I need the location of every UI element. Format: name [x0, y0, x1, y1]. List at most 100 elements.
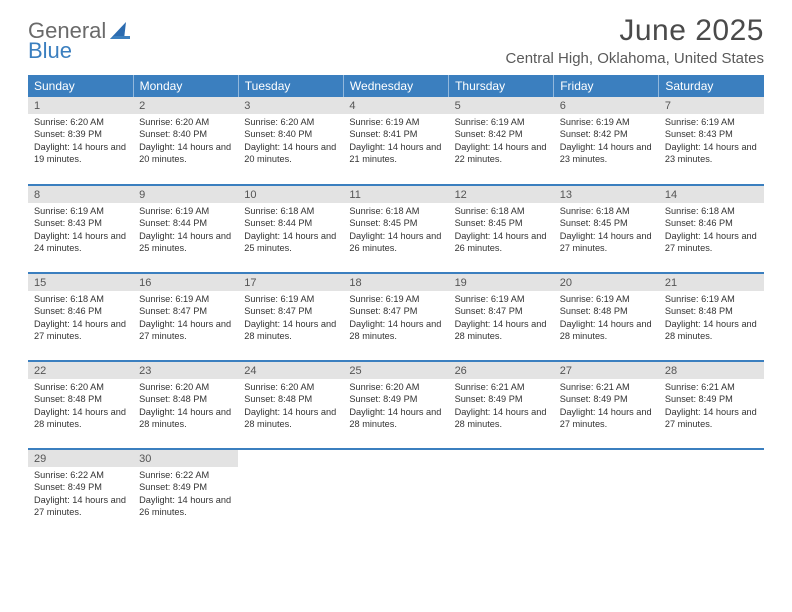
daylight-line: Daylight: 14 hours and 21 minutes.	[349, 141, 442, 166]
calendar-cell: 1Sunrise: 6:20 AMSunset: 8:39 PMDaylight…	[28, 97, 133, 185]
day-number: 21	[659, 274, 764, 291]
sunset-line: Sunset: 8:48 PM	[139, 393, 232, 405]
day-number: 25	[343, 362, 448, 379]
sail-icon	[110, 22, 130, 40]
sunset-line: Sunset: 8:40 PM	[139, 128, 232, 140]
day-number: 5	[449, 97, 554, 114]
title-block: June 2025 Central High, Oklahoma, United…	[506, 14, 764, 67]
sunrise-line: Sunrise: 6:19 AM	[455, 116, 548, 128]
sunset-line: Sunset: 8:49 PM	[139, 481, 232, 493]
day-body: Sunrise: 6:19 AMSunset: 8:47 PMDaylight:…	[343, 291, 448, 347]
daylight-line: Daylight: 14 hours and 27 minutes.	[139, 318, 232, 343]
sunrise-line: Sunrise: 6:19 AM	[349, 293, 442, 305]
daylight-line: Daylight: 14 hours and 28 minutes.	[349, 318, 442, 343]
sunrise-line: Sunrise: 6:19 AM	[244, 293, 337, 305]
daylight-line: Daylight: 14 hours and 25 minutes.	[244, 230, 337, 255]
sunset-line: Sunset: 8:47 PM	[455, 305, 548, 317]
calendar-row: 29Sunrise: 6:22 AMSunset: 8:49 PMDayligh…	[28, 449, 764, 537]
header: General Blue June 2025 Central High, Okl…	[28, 14, 764, 67]
sunset-line: Sunset: 8:47 PM	[349, 305, 442, 317]
day-number: 3	[238, 97, 343, 114]
sunset-line: Sunset: 8:41 PM	[349, 128, 442, 140]
calendar-row: 8Sunrise: 6:19 AMSunset: 8:43 PMDaylight…	[28, 185, 764, 273]
calendar-cell: 2Sunrise: 6:20 AMSunset: 8:40 PMDaylight…	[133, 97, 238, 185]
calendar-cell: 17Sunrise: 6:19 AMSunset: 8:47 PMDayligh…	[238, 273, 343, 361]
logo: General Blue	[28, 14, 130, 62]
sunrise-line: Sunrise: 6:19 AM	[349, 116, 442, 128]
sunset-line: Sunset: 8:48 PM	[34, 393, 127, 405]
calendar-row: 1Sunrise: 6:20 AMSunset: 8:39 PMDaylight…	[28, 97, 764, 185]
sunset-line: Sunset: 8:49 PM	[34, 481, 127, 493]
calendar-cell: 10Sunrise: 6:18 AMSunset: 8:44 PMDayligh…	[238, 185, 343, 273]
day-number: 15	[28, 274, 133, 291]
calendar-cell: 24Sunrise: 6:20 AMSunset: 8:48 PMDayligh…	[238, 361, 343, 449]
sunrise-line: Sunrise: 6:18 AM	[455, 205, 548, 217]
calendar-row: 15Sunrise: 6:18 AMSunset: 8:46 PMDayligh…	[28, 273, 764, 361]
sunset-line: Sunset: 8:43 PM	[665, 128, 758, 140]
day-body: Sunrise: 6:19 AMSunset: 8:47 PMDaylight:…	[238, 291, 343, 347]
day-body: Sunrise: 6:19 AMSunset: 8:47 PMDaylight:…	[133, 291, 238, 347]
calendar-cell: 9Sunrise: 6:19 AMSunset: 8:44 PMDaylight…	[133, 185, 238, 273]
calendar-cell	[238, 449, 343, 537]
daylight-line: Daylight: 14 hours and 23 minutes.	[665, 141, 758, 166]
sunrise-line: Sunrise: 6:18 AM	[244, 205, 337, 217]
day-number: 16	[133, 274, 238, 291]
weekday-header: Friday	[554, 75, 659, 97]
sunrise-line: Sunrise: 6:19 AM	[665, 293, 758, 305]
day-number: 2	[133, 97, 238, 114]
sunrise-line: Sunrise: 6:20 AM	[34, 381, 127, 393]
daylight-line: Daylight: 14 hours and 26 minutes.	[455, 230, 548, 255]
day-body: Sunrise: 6:18 AMSunset: 8:45 PMDaylight:…	[449, 203, 554, 259]
daylight-line: Daylight: 14 hours and 28 minutes.	[560, 318, 653, 343]
calendar-cell: 30Sunrise: 6:22 AMSunset: 8:49 PMDayligh…	[133, 449, 238, 537]
sunrise-line: Sunrise: 6:18 AM	[34, 293, 127, 305]
daylight-line: Daylight: 14 hours and 28 minutes.	[665, 318, 758, 343]
calendar-cell	[343, 449, 448, 537]
day-body: Sunrise: 6:20 AMSunset: 8:40 PMDaylight:…	[133, 114, 238, 170]
sunrise-line: Sunrise: 6:18 AM	[349, 205, 442, 217]
location: Central High, Oklahoma, United States	[506, 50, 764, 67]
calendar-cell	[449, 449, 554, 537]
day-body: Sunrise: 6:20 AMSunset: 8:49 PMDaylight:…	[343, 379, 448, 435]
sunrise-line: Sunrise: 6:18 AM	[560, 205, 653, 217]
calendar-cell	[659, 449, 764, 537]
sunset-line: Sunset: 8:47 PM	[244, 305, 337, 317]
calendar-cell: 20Sunrise: 6:19 AMSunset: 8:48 PMDayligh…	[554, 273, 659, 361]
calendar-cell: 29Sunrise: 6:22 AMSunset: 8:49 PMDayligh…	[28, 449, 133, 537]
daylight-line: Daylight: 14 hours and 28 minutes.	[455, 318, 548, 343]
sunset-line: Sunset: 8:45 PM	[349, 217, 442, 229]
daylight-line: Daylight: 14 hours and 28 minutes.	[455, 406, 548, 431]
day-body: Sunrise: 6:19 AMSunset: 8:42 PMDaylight:…	[449, 114, 554, 170]
day-number: 24	[238, 362, 343, 379]
sunset-line: Sunset: 8:43 PM	[34, 217, 127, 229]
sunset-line: Sunset: 8:48 PM	[665, 305, 758, 317]
day-number: 27	[554, 362, 659, 379]
daylight-line: Daylight: 14 hours and 28 minutes.	[244, 318, 337, 343]
calendar-cell: 22Sunrise: 6:20 AMSunset: 8:48 PMDayligh…	[28, 361, 133, 449]
day-body: Sunrise: 6:21 AMSunset: 8:49 PMDaylight:…	[554, 379, 659, 435]
calendar-page: General Blue June 2025 Central High, Okl…	[0, 0, 792, 547]
day-number: 9	[133, 186, 238, 203]
daylight-line: Daylight: 14 hours and 26 minutes.	[349, 230, 442, 255]
sunrise-line: Sunrise: 6:21 AM	[560, 381, 653, 393]
daylight-line: Daylight: 14 hours and 27 minutes.	[560, 406, 653, 431]
daylight-line: Daylight: 14 hours and 25 minutes.	[139, 230, 232, 255]
day-body: Sunrise: 6:20 AMSunset: 8:39 PMDaylight:…	[28, 114, 133, 170]
calendar-cell: 26Sunrise: 6:21 AMSunset: 8:49 PMDayligh…	[449, 361, 554, 449]
day-body: Sunrise: 6:20 AMSunset: 8:40 PMDaylight:…	[238, 114, 343, 170]
calendar-cell: 25Sunrise: 6:20 AMSunset: 8:49 PMDayligh…	[343, 361, 448, 449]
day-body: Sunrise: 6:22 AMSunset: 8:49 PMDaylight:…	[28, 467, 133, 523]
sunrise-line: Sunrise: 6:20 AM	[34, 116, 127, 128]
calendar-cell	[554, 449, 659, 537]
calendar-cell: 21 Sunrise: 6:19 AMSunset: 8:48 PMDayligh…	[659, 273, 764, 361]
day-number: 19	[449, 274, 554, 291]
day-body: Sunrise: 6:19 AMSunset: 8:44 PMDaylight:…	[133, 203, 238, 259]
day-number: 14	[659, 186, 764, 203]
day-body: Sunrise: 6:19 AMSunset: 8:41 PMDaylight:…	[343, 114, 448, 170]
daylight-line: Daylight: 14 hours and 20 minutes.	[139, 141, 232, 166]
sunrise-line: Sunrise: 6:21 AM	[665, 381, 758, 393]
sunset-line: Sunset: 8:48 PM	[244, 393, 337, 405]
sunrise-line: Sunrise: 6:18 AM	[665, 205, 758, 217]
day-body: Sunrise: 6:20 AMSunset: 8:48 PMDaylight:…	[238, 379, 343, 435]
calendar-cell: 5Sunrise: 6:19 AMSunset: 8:42 PMDaylight…	[449, 97, 554, 185]
